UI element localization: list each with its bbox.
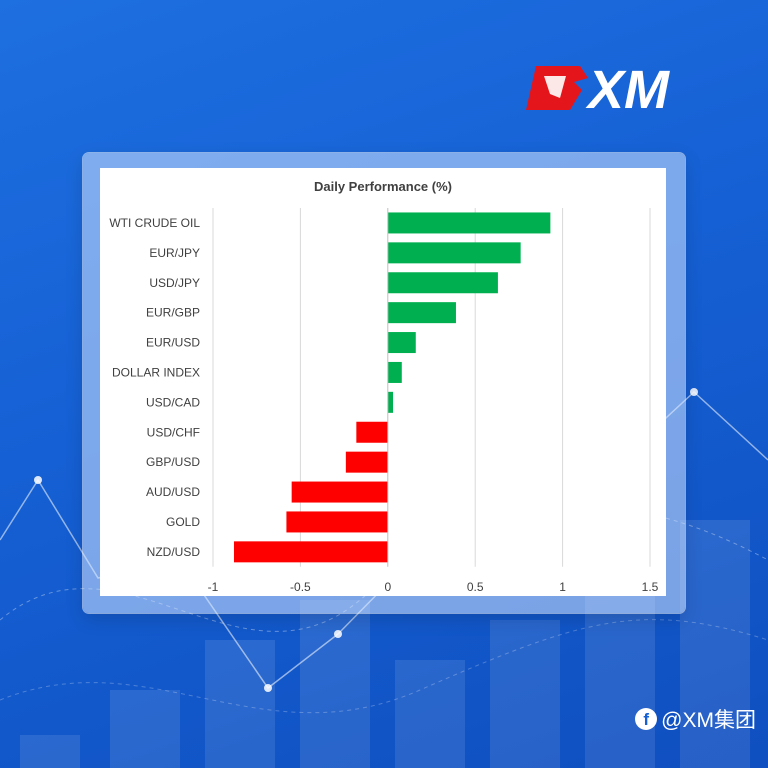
bar-eur-usd [387, 332, 416, 354]
x-tick-labels: -1 -0.5 0 0.5 1 1.5 [208, 580, 659, 594]
x-tick-label: 0 [384, 580, 391, 594]
x-tick-label: -1 [208, 580, 219, 594]
logo-text: XM [585, 60, 670, 116]
bar-eur-gbp [387, 302, 456, 324]
category-label: NZD/USD [147, 545, 201, 559]
watermark: f @XM集团 [635, 704, 756, 734]
category-label: GBP/USD [146, 455, 200, 469]
category-label: GOLD [166, 515, 200, 529]
background-dashed-curve-2 [0, 619, 768, 714]
x-tick-label: -0.5 [290, 580, 311, 594]
bar-gbp-usd [345, 451, 388, 473]
bar-nzd-usd [233, 541, 388, 563]
bar-dollar-index [387, 361, 402, 383]
bar-gold [286, 511, 388, 533]
background-bars [20, 520, 750, 768]
category-label: USD/CHF [147, 425, 200, 439]
xm-logo: XM [526, 60, 670, 116]
category-label: EUR/JPY [149, 246, 200, 260]
bar-wti-crude-oil [387, 212, 551, 234]
chart-card: WTI CRUDE OIL EUR/JPY USD/JPY EUR/GBP EUR/US… [100, 168, 666, 596]
chart-title: Daily Performance (%) [314, 179, 452, 194]
bar-usd-jpy [387, 272, 498, 294]
watermark-text: @XM集团 [661, 709, 756, 732]
facebook-icon: f [635, 708, 658, 730]
bar-aud-usd [291, 481, 388, 503]
bar-usd-chf [356, 421, 388, 443]
category-label: USD/JPY [149, 276, 200, 290]
gridlines [212, 208, 651, 567]
bars [233, 208, 551, 567]
bar-chart: WTI CRUDE OIL EUR/JPY USD/JPY EUR/GBP EUR/US… [109, 208, 659, 594]
category-label: USD/CAD [146, 395, 200, 409]
x-tick-label: 1 [559, 580, 566, 594]
category-label: EUR/USD [146, 336, 200, 350]
x-tick-label: 1.5 [642, 580, 659, 594]
category-label: WTI CRUDE OIL [109, 216, 200, 230]
category-label: EUR/GBP [146, 306, 200, 320]
category-label: AUD/USD [146, 485, 200, 499]
background-dots [34, 388, 698, 692]
bar-eur-jpy [387, 242, 521, 264]
bar-usd-cad [387, 391, 394, 413]
category-label: DOLLAR INDEX [112, 365, 200, 379]
category-labels: WTI CRUDE OIL EUR/JPY USD/JPY EUR/GBP EUR/US… [109, 216, 200, 559]
x-tick-label: 0.5 [467, 580, 484, 594]
